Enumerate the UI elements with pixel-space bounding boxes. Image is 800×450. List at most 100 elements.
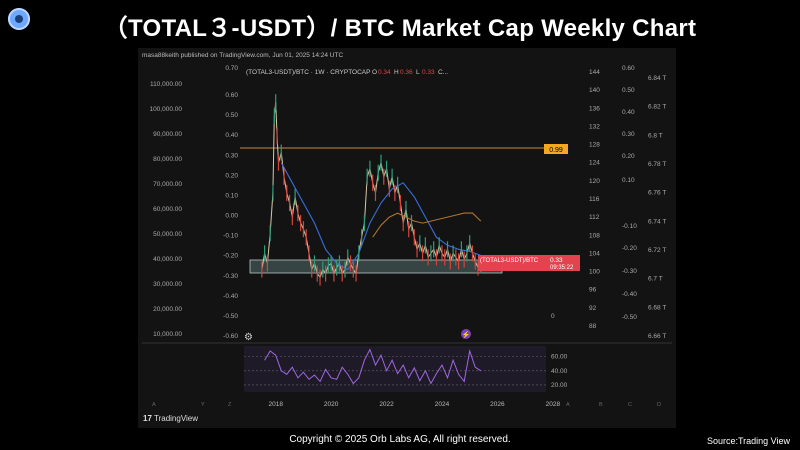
axis-marker: Z: [228, 402, 232, 408]
right-axis2-tick: 0.40: [622, 109, 635, 116]
left-axis1-tick: 20,000.00: [153, 306, 182, 313]
right-axis1-tick: 112: [589, 214, 600, 221]
right-axis1-tick: 108: [589, 232, 600, 239]
right-axis2-tick: 0.60: [622, 65, 635, 72]
right-axis1-tick: 120: [589, 178, 600, 185]
oscillator-band: [244, 346, 546, 392]
right-axis1-tick: 88: [589, 323, 597, 330]
left-axis1-tick: 30,000.00: [153, 281, 182, 288]
right-axis1-tick: 96: [589, 287, 597, 294]
oscillator-tick: 40.00: [551, 368, 568, 375]
axis-marker: A: [152, 402, 156, 408]
left-axis1-tick: 80,000.00: [153, 156, 182, 163]
publish-note: masa88keith published on TradingView.com…: [142, 52, 344, 59]
tradingview-logo: 17 TradingView: [143, 414, 199, 423]
c-label: C...: [438, 69, 448, 76]
left-axis1-tick: 100,000.00: [149, 106, 182, 113]
x-axis-tick: 2024: [435, 401, 450, 408]
current-price-countdown: 09:35:22: [550, 265, 574, 271]
right-axis3-tick: 6.68 T: [648, 304, 666, 311]
axis-marker: B: [599, 402, 603, 408]
axis-marker: Y: [201, 402, 205, 408]
right-axis3-tick: 6.74 T: [648, 218, 666, 225]
current-price-value: 0.33: [550, 257, 563, 264]
left-axis2-tick: 0.50: [225, 112, 238, 119]
left-axis2-tick: 0.10: [225, 192, 238, 199]
copyright-text: Copyright © 2025 Orb Labs AG, All right …: [289, 434, 511, 445]
lightning-glyph: ⚡: [462, 330, 471, 339]
right-axis1-tick: 140: [589, 87, 600, 94]
l-value: 0.33: [422, 69, 435, 76]
left-axis2-tick: 0.40: [225, 132, 238, 139]
left-axis1-tick: 50,000.00: [153, 231, 182, 238]
left-axis1-tick: 70,000.00: [153, 181, 182, 188]
h-value: 0.36: [400, 69, 413, 76]
right-axis2-tick: -0.40: [622, 291, 637, 298]
right-axis1-tick: 128: [589, 142, 600, 149]
price-line: [261, 102, 482, 279]
right-axis3-tick: 6.7 T: [648, 276, 663, 283]
left-axis1-tick: 90,000.00: [153, 131, 182, 138]
left-axis2-tick: -0.20: [223, 253, 238, 260]
right-axis3-tick: 6.66 T: [648, 333, 666, 340]
o-value: 0.34: [378, 69, 391, 76]
right-axis1-tick: 116: [589, 196, 600, 203]
right-axis2-tick: -0.20: [622, 245, 637, 252]
axis-marker: A: [566, 402, 570, 408]
right-axis1-tick: 144: [589, 69, 600, 76]
oscillator-tick: 60.00: [551, 354, 568, 361]
right-axis2-tick: 0.10: [622, 177, 635, 184]
right-axis2-tick: 0.50: [622, 87, 635, 94]
right-axis3-tick: 6.72 T: [648, 247, 666, 254]
symbol-label: (TOTAL3-USDT)/BTC · 1W · CRYPTOCAP: [246, 69, 370, 76]
h-label: H: [394, 69, 399, 76]
left-axis1-tick: 40,000.00: [153, 256, 182, 263]
left-axis1-tick: 10,000.00: [153, 331, 182, 338]
right-axis1-tick: 132: [589, 123, 600, 130]
right-axis3-tick: 6.82 T: [648, 104, 666, 111]
left-axis1-tick: 60,000.00: [153, 206, 182, 213]
left-axis2-tick: -0.30: [223, 273, 238, 280]
ma-orange-line: [372, 212, 482, 238]
left-axis2-tick: 0.00: [225, 213, 238, 220]
o-label: O: [372, 69, 377, 76]
right-axis3-tick: 6.78 T: [648, 161, 666, 168]
price-tag-text: 0.99: [549, 147, 563, 154]
right-axis2-tick: 0.30: [622, 131, 635, 138]
right-axis2-tick: -0.30: [622, 268, 637, 275]
left-axis1-tick: 110,000.00: [150, 81, 182, 88]
current-price-symbol: (TOTAL3-USDT)/BTC: [480, 258, 539, 264]
right-axis1-zero: 0: [551, 313, 555, 320]
axis-marker: C: [628, 402, 632, 408]
right-axis3-tick: 6.84 T: [648, 75, 666, 82]
price-tag-box: [544, 144, 568, 154]
source-text: Source:Trading View: [706, 436, 790, 446]
right-axis3-tick: 6.8 T: [648, 132, 663, 139]
page-title: （TOTAL３-USDT）/ BTC Market Cap Weekly Cha…: [103, 15, 697, 42]
left-axis2-tick: 0.70: [225, 65, 238, 72]
left-axis2-tick: -0.10: [223, 233, 238, 240]
gear-icon: [8, 8, 30, 30]
right-axis2-tick: 0.20: [622, 153, 635, 160]
right-axis2-tick: -0.50: [622, 314, 637, 321]
axis-marker: D: [657, 402, 661, 408]
right-axis1-tick: 92: [589, 305, 597, 312]
right-axis1-tick: 124: [589, 160, 600, 167]
right-axis1-tick: 136: [589, 105, 600, 112]
x-axis-tick: 2026: [490, 401, 505, 408]
right-axis1-tick: 100: [589, 269, 600, 276]
right-axis1-tick: 104: [589, 250, 600, 257]
x-axis-tick: 2028: [546, 401, 561, 408]
l-label: L: [416, 69, 420, 76]
current-price-box: [478, 255, 580, 271]
x-axis-tick: 2018: [268, 401, 283, 408]
left-axis2-tick: -0.50: [223, 313, 238, 320]
lightning-icon[interactable]: [461, 329, 471, 339]
oscillator-tick: 20.00: [551, 382, 568, 389]
left-axis2-tick: -0.40: [223, 293, 238, 300]
x-axis-tick: 2020: [324, 401, 339, 408]
right-axis3-tick: 6.76 T: [648, 190, 666, 197]
chart-panel: [138, 48, 676, 428]
left-axis2-tick: 0.30: [225, 152, 238, 159]
